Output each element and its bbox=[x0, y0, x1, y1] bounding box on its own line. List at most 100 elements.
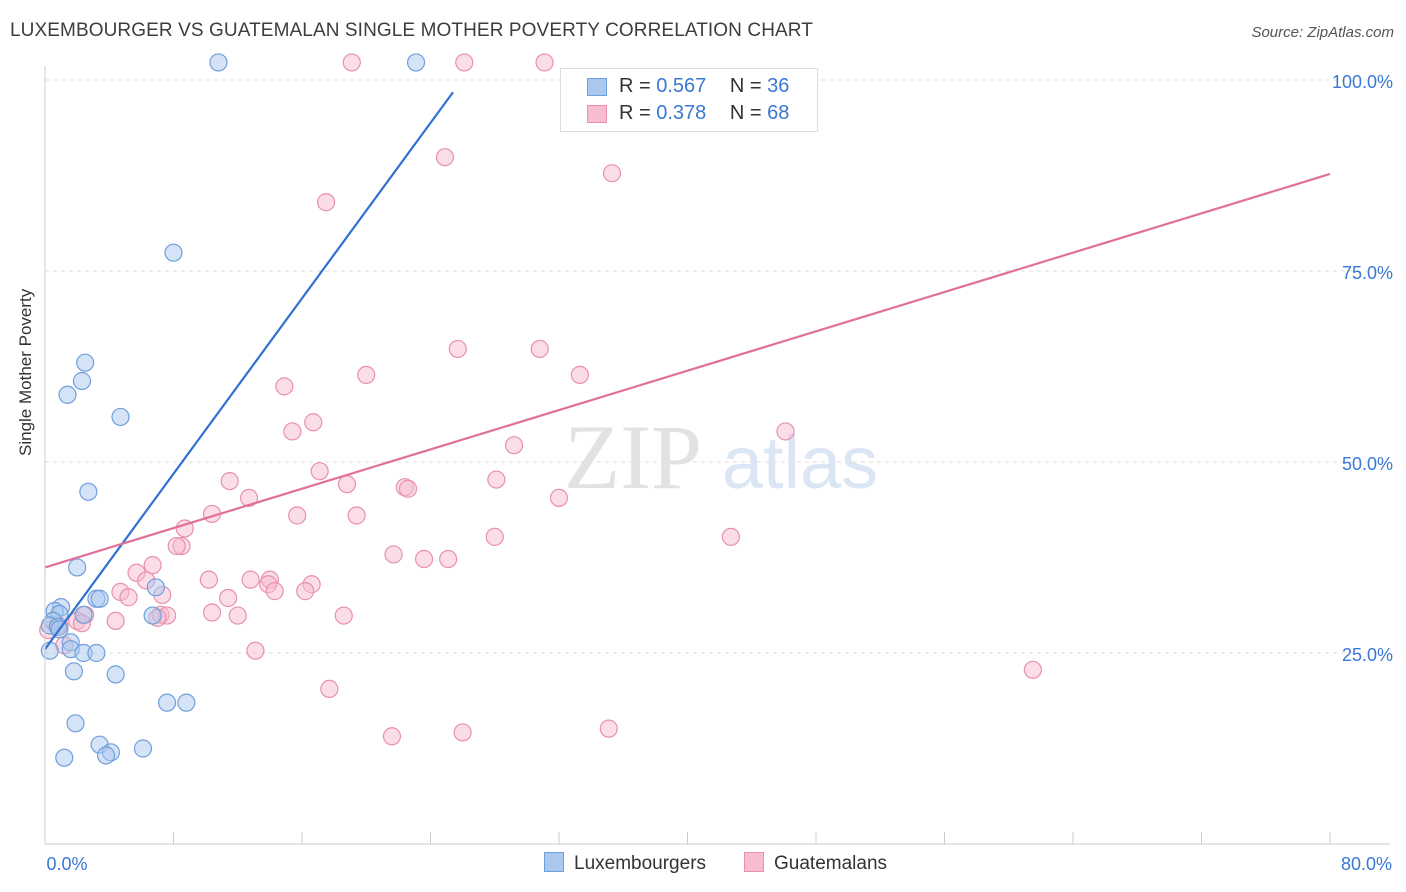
guatemalan-point bbox=[220, 472, 239, 491]
luxembourger-point bbox=[66, 714, 85, 733]
luxembourger-point bbox=[164, 243, 183, 262]
guatemalan-point bbox=[275, 377, 294, 396]
luxembourger-point bbox=[406, 53, 426, 72]
stats-legend-row-luxembourgers: R = 0.567 N = 36 bbox=[587, 75, 790, 99]
guatemalan-point bbox=[143, 556, 162, 575]
luxembourgers-swatch bbox=[587, 78, 607, 96]
guatemalan-point bbox=[320, 679, 339, 699]
legend-label: Luxembourgers bbox=[574, 853, 707, 874]
guatemalan-point bbox=[334, 606, 353, 625]
x-tick-label: 80.0% bbox=[1341, 854, 1392, 874]
luxembourger-point bbox=[96, 746, 116, 765]
luxembourger-point bbox=[58, 385, 77, 404]
x-tick-label: 0.0% bbox=[46, 854, 87, 874]
r-label: R = bbox=[619, 75, 657, 97]
guatemalan-point bbox=[304, 413, 323, 432]
guatemalan-point bbox=[239, 488, 259, 508]
luxembourger-point bbox=[40, 641, 59, 660]
luxembourger-point bbox=[146, 578, 165, 597]
guatemalan-point bbox=[602, 164, 622, 183]
guatemalan-point bbox=[487, 470, 506, 489]
stats-legend: R = 0.567 N = 36 R = 0.378 N = 68 bbox=[560, 68, 818, 132]
y-tick-label: 100.0% bbox=[1332, 72, 1393, 92]
guatemalan-point bbox=[167, 536, 186, 556]
guatemalan-point bbox=[549, 488, 569, 508]
watermark: ZIP atlas bbox=[564, 406, 878, 508]
y-axis-label: Single Mother Poverty bbox=[16, 288, 35, 456]
luxembourger-point bbox=[76, 353, 95, 372]
watermark-atlas: atlas bbox=[722, 421, 878, 504]
luxembourger-trend-line bbox=[44, 91, 454, 650]
guatemalan-point bbox=[106, 611, 125, 631]
guatemalan-point bbox=[721, 527, 740, 546]
guatemalan-point bbox=[530, 339, 549, 359]
luxembourger-point bbox=[111, 407, 130, 427]
guatemalan-point bbox=[485, 527, 504, 546]
guatemalan-point bbox=[219, 588, 238, 608]
guatemalan-point bbox=[384, 545, 403, 564]
guatemalan-point bbox=[228, 606, 247, 625]
guatemalan-point bbox=[342, 53, 361, 72]
chart-title: LUXEMBOURGER VS GUATEMALAN SINGLE MOTHER… bbox=[10, 20, 813, 41]
guatemalan-point bbox=[310, 462, 329, 481]
guatemalan-point bbox=[398, 479, 418, 498]
n-label: N = bbox=[729, 102, 768, 124]
luxembourger-point bbox=[64, 662, 84, 681]
watermark-zip: ZIP bbox=[564, 406, 702, 508]
y-tick-label: 25.0% bbox=[1342, 645, 1393, 665]
n-value: 68 bbox=[767, 102, 790, 124]
source-label: Source: ZipAtlas.com bbox=[1251, 24, 1394, 41]
luxembourgers-legend-swatch bbox=[544, 852, 564, 872]
guatemalan-point bbox=[776, 422, 795, 441]
guatemalan-point bbox=[504, 436, 524, 455]
luxembourger-point bbox=[157, 693, 177, 712]
guatemalan-trend-line bbox=[44, 172, 1331, 569]
guatemalan-point bbox=[439, 549, 458, 569]
guatemalan-point bbox=[316, 193, 336, 212]
luxembourger-point bbox=[90, 589, 109, 608]
stats-legend-row-guatemalans: R = 0.378 N = 68 bbox=[587, 102, 790, 126]
guatemalan-point bbox=[202, 603, 222, 622]
r-value: 0.378 bbox=[656, 102, 707, 124]
luxembourger-point bbox=[87, 643, 106, 663]
guatemalan-point bbox=[455, 53, 474, 72]
guatemalan-point bbox=[199, 570, 218, 589]
y-tick-label: 50.0% bbox=[1342, 454, 1393, 474]
guatemalan-point bbox=[288, 506, 307, 525]
guatemalan-point bbox=[119, 588, 138, 607]
guatemalan-point bbox=[296, 582, 315, 601]
guatemalan-point bbox=[246, 641, 265, 660]
luxembourger-point bbox=[68, 558, 87, 577]
guatemalans-legend-swatch bbox=[744, 852, 764, 872]
luxembourger-point bbox=[74, 605, 93, 624]
guatemalan-point bbox=[347, 506, 366, 525]
trend-layer bbox=[44, 91, 1331, 650]
guatemalan-point bbox=[265, 582, 284, 601]
legend-item-luxembourgers: Luxembourgers bbox=[544, 852, 706, 875]
luxembourger-point bbox=[79, 482, 98, 501]
points-layer bbox=[39, 53, 1042, 767]
guatemalan-point bbox=[435, 148, 455, 167]
luxembourger-point bbox=[209, 53, 228, 72]
n-value: 36 bbox=[767, 75, 790, 97]
guatemalan-point bbox=[382, 727, 402, 746]
guatemalan-point bbox=[570, 365, 589, 385]
guatemalans-swatch bbox=[587, 105, 607, 123]
luxembourger-point bbox=[55, 748, 74, 767]
guatemalan-point bbox=[241, 570, 260, 589]
guatemalan-point bbox=[448, 339, 467, 359]
luxembourger-point bbox=[72, 371, 92, 391]
luxembourger-point bbox=[177, 693, 196, 712]
n-label: N = bbox=[729, 75, 768, 97]
guatemalan-point bbox=[453, 723, 472, 742]
r-label: R = bbox=[619, 102, 657, 124]
legend-item-guatemalans: Guatemalans bbox=[744, 852, 887, 875]
guatemalan-point bbox=[599, 719, 618, 738]
guatemalan-point bbox=[414, 549, 434, 569]
legend-label: Guatemalans bbox=[774, 853, 888, 874]
guatemalan-point bbox=[1023, 660, 1042, 679]
luxembourger-point bbox=[106, 665, 125, 684]
grid-layer bbox=[45, 79, 1390, 654]
guatemalan-point bbox=[535, 53, 554, 72]
